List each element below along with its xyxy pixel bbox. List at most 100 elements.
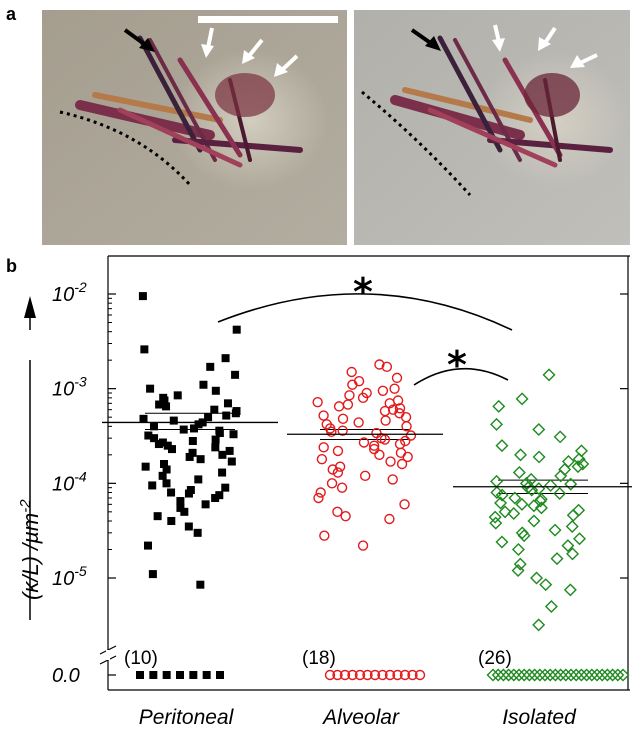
data-point-isolated bbox=[515, 497, 529, 511]
data-point-isolated bbox=[544, 600, 558, 613]
data-point-peritoneal bbox=[222, 411, 231, 420]
data-point-isolated bbox=[539, 578, 553, 592]
zero-point-peritoneal bbox=[216, 671, 224, 679]
data-point-alveolar bbox=[374, 449, 385, 461]
data-point-alveolar bbox=[368, 440, 380, 451]
data-point-isolated bbox=[488, 510, 502, 524]
data-point-alveolar bbox=[396, 458, 408, 470]
zero-point-isolated bbox=[611, 668, 625, 682]
zero-count-label: (18) bbox=[302, 648, 336, 669]
data-point-peritoneal bbox=[148, 481, 157, 490]
zero-point-peritoneal bbox=[162, 671, 171, 679]
data-point-peritoneal bbox=[176, 497, 185, 506]
zero-point-peritoneal bbox=[202, 671, 211, 679]
plot-frame bbox=[99, 255, 630, 691]
data-point-alveolar bbox=[318, 442, 329, 453]
zero-point-alveolar bbox=[399, 669, 411, 681]
data-point-alveolar bbox=[379, 434, 391, 445]
data-point-isolated bbox=[572, 452, 586, 466]
micrograph-left bbox=[42, 10, 347, 245]
data-point-isolated bbox=[511, 543, 525, 556]
data-point-alveolar bbox=[374, 359, 385, 370]
data-point-alveolar bbox=[400, 435, 411, 447]
data-point-isolated bbox=[548, 523, 562, 537]
zero-point-alveolar bbox=[384, 669, 396, 681]
data-point-alveolar bbox=[332, 467, 344, 478]
data-point-peritoneal bbox=[160, 396, 169, 405]
data-point-isolated bbox=[565, 520, 579, 533]
data-point-peritoneal bbox=[194, 475, 203, 484]
data-point-peritoneal bbox=[180, 507, 189, 516]
white-arrow-left-3 bbox=[274, 54, 299, 77]
data-point-alveolar bbox=[394, 403, 406, 414]
data-point-peritoneal bbox=[168, 445, 177, 454]
data-point-peritoneal bbox=[155, 400, 164, 409]
data-point-isolated bbox=[550, 552, 564, 566]
zero-point-alveolar bbox=[339, 669, 351, 681]
data-point-isolated bbox=[511, 564, 525, 577]
zero-point-isolated bbox=[517, 668, 531, 682]
zero-count-label: (26) bbox=[478, 648, 512, 669]
data-point-peritoneal bbox=[218, 450, 227, 459]
data-point-isolated bbox=[495, 439, 509, 453]
zero-point-isolated bbox=[507, 668, 521, 682]
data-points: (10) (18) (26) bbox=[124, 292, 630, 682]
data-point-alveolar bbox=[402, 451, 413, 463]
data-point-alveolar bbox=[347, 379, 358, 390]
zero-point-isolated bbox=[543, 668, 557, 682]
data-point-alveolar bbox=[346, 366, 357, 378]
white-arrow-left-1 bbox=[201, 27, 214, 58]
zero-point-isolated bbox=[533, 668, 547, 682]
zero-count-label: (10) bbox=[124, 648, 158, 669]
data-point-alveolar bbox=[399, 499, 410, 510]
data-point-peritoneal bbox=[140, 345, 149, 354]
data-point-isolated bbox=[553, 487, 567, 501]
axis-break bbox=[99, 645, 117, 665]
data-point-alveolar bbox=[316, 453, 328, 465]
data-point-peritoneal bbox=[141, 462, 150, 471]
zero-point-isolated bbox=[522, 668, 536, 682]
data-point-isolated bbox=[542, 368, 556, 382]
data-point-peritoneal bbox=[221, 354, 230, 363]
category-label-peritoneal: Peritoneal bbox=[139, 706, 235, 729]
category-label-alveolar: Alveolar bbox=[321, 706, 400, 729]
zero-point-isolated bbox=[496, 668, 510, 682]
zero-point-isolated bbox=[559, 668, 573, 682]
data-point-alveolar bbox=[319, 530, 330, 541]
data-point-isolated bbox=[566, 508, 580, 522]
zero-point-isolated bbox=[569, 668, 583, 682]
data-point-alveolar bbox=[401, 421, 412, 432]
data-point-isolated bbox=[532, 450, 546, 464]
data-point-alveolar bbox=[318, 410, 329, 421]
data-point-alveolar bbox=[384, 513, 395, 525]
zero-point-alveolar bbox=[354, 669, 366, 681]
y-tick-label: 10-5 bbox=[52, 563, 87, 590]
zero-point-alveolar bbox=[392, 669, 403, 681]
data-point-peritoneal bbox=[201, 500, 210, 509]
data-point-peritoneal bbox=[215, 491, 224, 500]
zero-point-peritoneal bbox=[176, 671, 184, 679]
data-point-alveolar bbox=[368, 443, 380, 455]
data-point-isolated bbox=[564, 477, 578, 491]
data-point-peritoneal bbox=[232, 325, 241, 334]
data-point-alveolar bbox=[332, 445, 344, 457]
data-point-alveolar bbox=[313, 492, 324, 504]
zero-point-peritoneal bbox=[149, 671, 158, 679]
category-label-isolated: Isolated bbox=[502, 706, 577, 729]
zero-point-isolated bbox=[590, 668, 604, 682]
data-point-isolated bbox=[490, 474, 504, 488]
data-point-isolated bbox=[495, 488, 509, 502]
data-point-alveolar bbox=[395, 447, 407, 459]
zero-point-isolated bbox=[554, 668, 568, 682]
zero-point-alveolar bbox=[414, 669, 426, 681]
data-point-isolated bbox=[525, 483, 539, 497]
data-point-alveolar bbox=[391, 372, 403, 384]
data-point-peritoneal bbox=[223, 399, 232, 408]
data-point-peritoneal bbox=[153, 512, 162, 521]
zero-point-alveolar bbox=[324, 669, 336, 681]
data-point-peritoneal bbox=[150, 434, 159, 443]
data-point-peritoneal bbox=[206, 362, 215, 371]
data-point-peritoneal bbox=[196, 580, 205, 589]
zero-point-alveolar bbox=[347, 669, 358, 681]
